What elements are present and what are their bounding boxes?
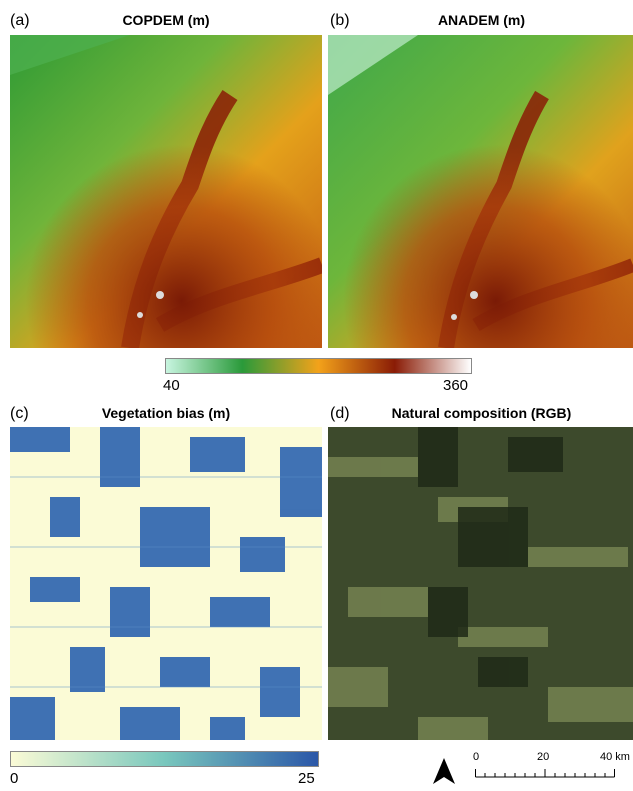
elevation-colorbar-max-label: 360 bbox=[443, 377, 469, 394]
vegetation-bias-colorbar bbox=[10, 751, 319, 767]
panel-c-letter: (c) bbox=[10, 405, 29, 422]
copdem-elevation-map bbox=[10, 35, 322, 348]
vegetation-bias-map bbox=[10, 427, 322, 740]
scale-bar-label-0: 0 bbox=[473, 751, 480, 763]
north-arrow-icon bbox=[433, 758, 455, 784]
scale-bar bbox=[475, 765, 615, 778]
natural-composition-rgb-map bbox=[328, 427, 633, 740]
vegetation-colorbar-max-label: 25 bbox=[298, 770, 315, 787]
panel-b-letter: (b) bbox=[330, 12, 350, 29]
elevation-colorbar bbox=[165, 358, 472, 374]
scale-bar-label-40km: 40 km bbox=[600, 751, 630, 763]
panel-a-title: COPDEM (m) bbox=[122, 12, 210, 28]
panel-a-letter: (a) bbox=[10, 12, 30, 29]
elevation-colorbar-min-label: 40 bbox=[163, 377, 180, 394]
panel-c-title: Vegetation bias (m) bbox=[101, 405, 231, 421]
scale-bar-label-20: 20 bbox=[537, 751, 550, 763]
panel-d-title: Natural composition (RGB) bbox=[391, 405, 572, 421]
panel-b-title: ANADEM (m) bbox=[437, 12, 526, 28]
anadem-elevation-map bbox=[328, 35, 633, 348]
vegetation-colorbar-min-label: 0 bbox=[10, 770, 19, 787]
panel-d-letter: (d) bbox=[330, 405, 350, 422]
